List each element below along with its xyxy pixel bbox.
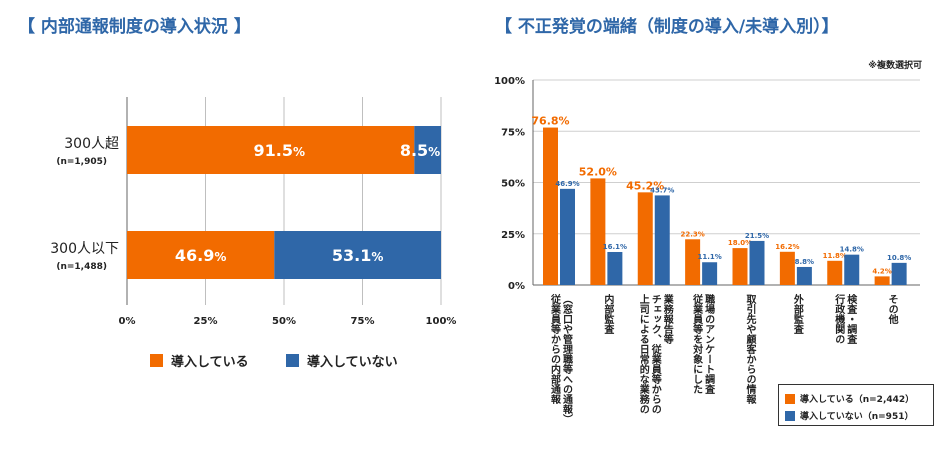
x-tick-label: 従業員等を対象にした [691,293,704,394]
legend-label: 導入していない（n=951） [800,412,914,422]
y-tick-label: 100% [494,76,525,87]
bar [607,251,623,285]
stacked-bar-chart: 0% 25% 50% 75% 100% 300人超 (n=1,905) 91.5% 8.5% 30… [50,97,457,327]
x-tick-label: 上司による日常的な業務の [637,293,650,414]
legend-item-introduced: 導入している（n=2,442） [785,392,914,405]
category-sample-size: (n=1,905) [56,157,107,167]
bar-data-label: 46.9% [175,246,227,265]
category-label: 300人超 [64,136,119,152]
bar [590,178,606,285]
x-tick-label: 従業員等からの内部通報 [549,293,562,405]
bar-segment [127,231,275,279]
x-tick-label: 25% [194,316,218,327]
x-tick-label: 外部監査 [791,293,804,334]
x-tick-label: （窓口や管理職等への通報） [561,294,574,424]
right-chart-title: 【 不正発覚の端緒（制度の導入/未導入別）】 [495,17,839,37]
legend-label: 導入している（n=2,442） [800,395,915,405]
bar-data-label: 16.1% [603,243,627,251]
bar-data-label: 11.8% [823,252,847,260]
bar-data-label: 53.1% [332,246,384,265]
legend-swatch-orange [785,393,795,404]
bar-data-label: 46.9% [555,180,579,188]
bar-data-label: 10.8% [887,254,911,262]
bar-data-label: 91.5% [254,141,306,160]
bar-data-label: 43.7% [650,186,674,194]
bar-data-label: 14.8% [840,246,864,254]
x-tick-label: 行政機関の [833,293,846,344]
x-tick-label: その他 [886,294,899,325]
bar-data-label: 76.8% [531,115,569,128]
legend-swatch-blue [286,354,299,367]
bar-data-label: 22.3% [680,230,704,238]
bar [685,239,701,285]
legend-label: 導入している [171,355,249,370]
bar-data-label: 11.1% [697,253,721,261]
legend-item-not-introduced: 導入していない [286,351,398,370]
legend-item-not-introduced: 導入していない（n=951） [785,409,913,422]
category-sample-size: (n=1,488) [56,262,107,272]
legend-label: 導入していない [307,355,398,370]
x-tick-label: 職場のアンケート調査 [703,293,716,394]
x-tick-label: 0% [119,316,136,327]
legend-item-introduced: 導入している [150,351,249,370]
bar-data-label: 8.5% [400,141,440,160]
y-tick-label: 75% [501,127,525,138]
x-tick-label: 検査・調査 [845,293,858,344]
y-tick-label: 50% [501,179,525,190]
x-tick-label: チェック、従業員等からの [649,294,662,414]
bar-segment [127,126,415,174]
bar [874,276,890,285]
left-chart-title: 【 内部通報制度の導入状況 】 [18,17,251,37]
bar-segment [274,231,441,279]
bar-data-label: 52.0% [579,165,617,178]
y-tick-label: 25% [501,230,525,241]
bar [702,262,718,285]
y-tick-label: 0% [508,281,525,292]
bar [844,254,860,285]
x-tick-label: 75% [351,316,375,327]
bar [560,188,575,285]
bar [637,192,653,285]
multiple-choice-note: ※複数選択可 [868,61,922,71]
bar-data-label: 8.8% [795,258,814,266]
legend-swatch-orange [150,354,163,367]
bar-data-label: 18.0% [728,239,752,247]
bar-data-label: 45.2% [626,179,664,192]
bar [827,260,843,285]
bar [543,127,558,285]
x-tick-label: 50% [272,316,296,327]
legend-swatch-blue [785,410,795,421]
bar [779,251,795,285]
bar [749,240,765,285]
bar-data-label: 4.2% [872,267,891,275]
bar-segment [414,126,441,174]
category-label: 300人以下 [50,241,119,257]
x-tick-label: 業務報告等 [661,293,674,345]
bar [891,262,907,285]
x-tick-label: 内部監査 [602,293,615,334]
x-tick-label: 100% [426,316,457,327]
right-chart-legend: 導入している（n=2,442） 導入していない（n=951） [778,384,934,426]
x-tick-label: 取引先や顧客からの情報 [744,294,757,405]
bar [654,195,670,285]
bar [732,248,748,285]
bar [796,266,812,285]
bar-data-label: 21.5% [745,232,769,240]
bar-data-label: 16.2% [775,243,799,251]
